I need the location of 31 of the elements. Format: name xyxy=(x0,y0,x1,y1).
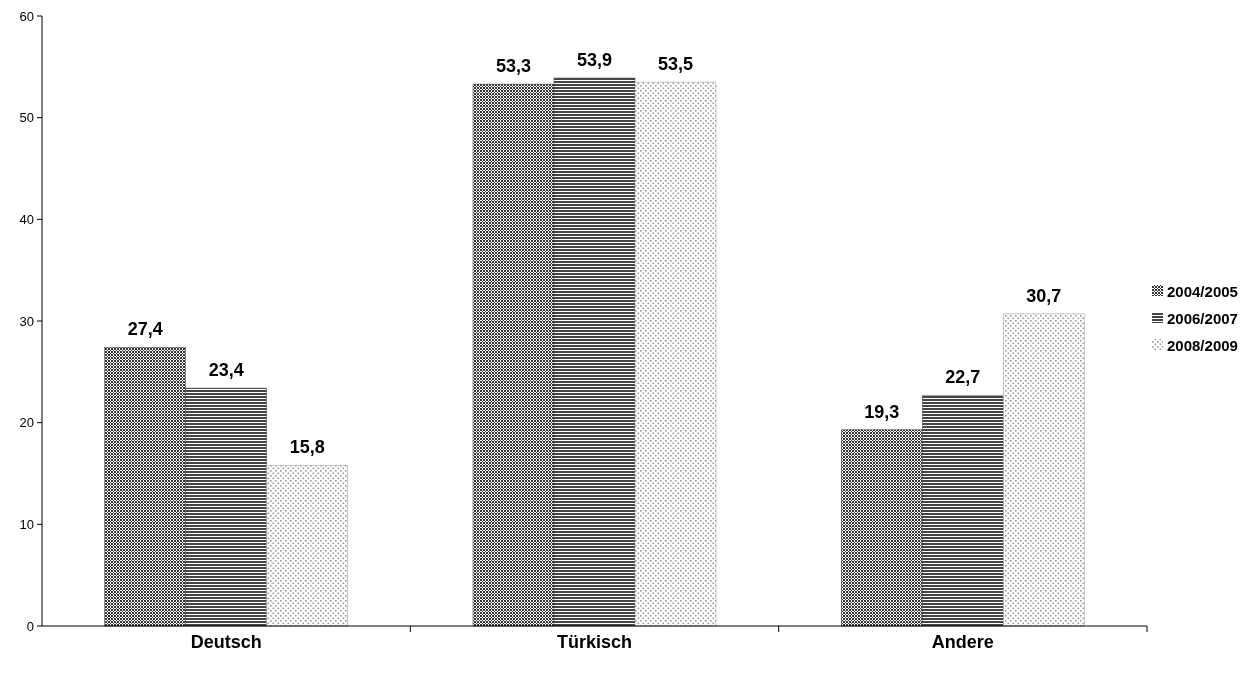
bar xyxy=(185,387,267,627)
data-label: 15,8 xyxy=(289,437,325,458)
data-label: 53,3 xyxy=(495,56,532,77)
y-tick-label: 60 xyxy=(19,8,34,24)
y-tick-label: 30 xyxy=(19,313,34,329)
bar xyxy=(634,81,717,627)
legend-label: 2006/2007 xyxy=(1167,310,1238,328)
legend-label: 2004/2005 xyxy=(1167,283,1238,301)
y-tick-label: 10 xyxy=(19,516,34,532)
data-label: 19,3 xyxy=(864,401,900,422)
x-tick-label: Türkisch xyxy=(556,632,633,652)
data-label: 27,4 xyxy=(127,319,163,340)
y-tick-label: 20 xyxy=(19,415,34,431)
data-label: 53,5 xyxy=(657,54,694,75)
y-tick-label: 40 xyxy=(19,211,34,227)
bar xyxy=(841,429,923,627)
data-label: 30,7 xyxy=(1026,285,1062,306)
bar xyxy=(553,77,636,627)
data-label: 53,9 xyxy=(576,50,613,71)
x-tick-label: Andere xyxy=(931,632,994,652)
x-tick-label: Deutsch xyxy=(190,632,262,652)
legend-label: 2008/2009 xyxy=(1167,337,1238,355)
bar xyxy=(104,347,186,627)
data-label: 22,7 xyxy=(945,367,981,388)
bar xyxy=(472,83,555,627)
y-tick-label: 50 xyxy=(19,110,34,126)
bar xyxy=(922,394,1004,627)
bar xyxy=(1003,313,1085,627)
data-label: 23,4 xyxy=(208,360,244,381)
y-tick-label: 0 xyxy=(26,618,34,634)
bar xyxy=(266,465,348,627)
